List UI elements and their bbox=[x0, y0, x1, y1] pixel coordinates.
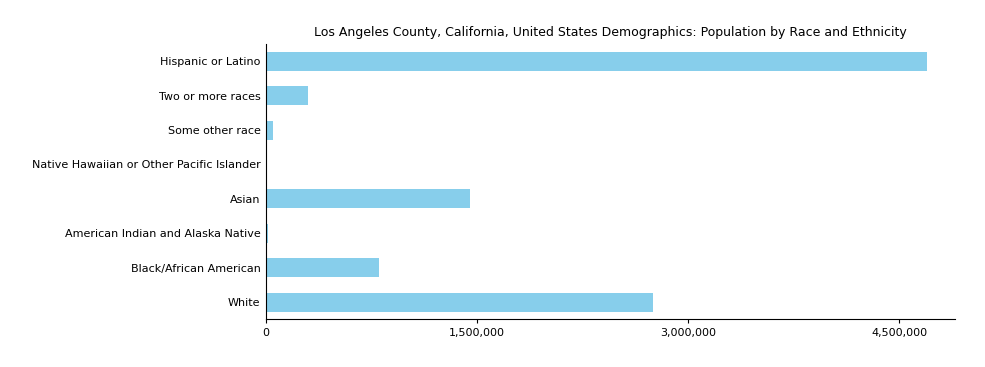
Bar bbox=[266, 121, 273, 139]
Bar bbox=[266, 292, 653, 312]
Bar bbox=[266, 86, 308, 105]
Bar bbox=[266, 189, 470, 208]
Title: Los Angeles County, California, United States Demographics: Population by Race a: Los Angeles County, California, United S… bbox=[314, 26, 907, 39]
Bar bbox=[266, 258, 378, 277]
Bar bbox=[266, 155, 267, 174]
Bar bbox=[266, 224, 268, 243]
Bar bbox=[266, 52, 927, 71]
